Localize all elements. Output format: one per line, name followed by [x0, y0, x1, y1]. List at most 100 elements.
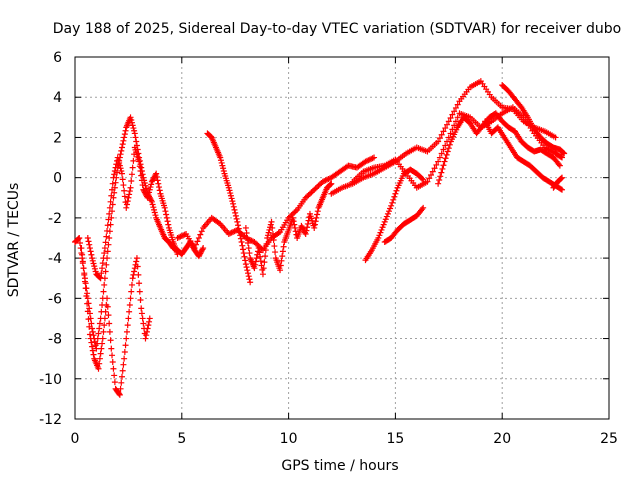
- data-point: [106, 204, 113, 211]
- data-point: [379, 224, 386, 231]
- data-point: [120, 361, 127, 368]
- chart-title: Day 188 of 2025, Sidereal Day-to-day VTE…: [53, 21, 621, 37]
- y-tick-label: 6: [53, 50, 62, 66]
- data-point: [148, 198, 155, 205]
- x-tick-label: 5: [177, 431, 186, 447]
- data-point: [136, 288, 143, 295]
- data-point: [313, 214, 320, 221]
- data-point: [88, 251, 95, 258]
- data-point: [144, 194, 151, 201]
- data-point: [131, 127, 138, 134]
- data-point: [106, 210, 113, 217]
- data-point: [428, 171, 434, 178]
- data-point: [86, 331, 93, 338]
- data-point: [92, 268, 99, 275]
- data-point: [267, 221, 274, 228]
- data-point: [148, 197, 155, 204]
- data-point: [559, 154, 566, 161]
- data-point: [118, 170, 125, 177]
- data-point: [123, 204, 130, 211]
- data-point: [126, 188, 133, 195]
- data-point: [82, 285, 89, 292]
- x-tick-label: 0: [71, 431, 80, 447]
- data-point: [145, 322, 152, 329]
- data-point: [119, 367, 126, 374]
- data-point: [242, 261, 249, 268]
- x-tick-label: 20: [493, 431, 511, 447]
- data-point: [124, 322, 131, 329]
- y-tick-label: 2: [53, 130, 62, 146]
- data-point: [436, 154, 443, 161]
- data-point: [442, 125, 449, 132]
- data-point: [449, 111, 456, 118]
- data-point: [137, 167, 144, 174]
- data-point: [442, 142, 449, 149]
- data-point: [191, 245, 198, 252]
- data-point: [88, 339, 95, 346]
- data-point: [118, 147, 125, 154]
- data-point: [376, 232, 383, 239]
- data-point: [265, 229, 272, 236]
- data-point: [121, 348, 128, 355]
- data-point: [96, 325, 103, 332]
- data-point: [100, 255, 107, 262]
- data-point: [129, 122, 136, 129]
- data-point: [101, 281, 108, 288]
- data-point: [99, 335, 106, 342]
- data-point: [391, 193, 398, 200]
- data-point: [245, 245, 252, 252]
- data-point: [131, 268, 138, 275]
- data-point: [136, 158, 143, 165]
- data-point: [109, 359, 116, 366]
- data-point: [138, 177, 145, 184]
- data-point: [111, 171, 118, 178]
- data-point: [440, 128, 447, 135]
- data-point: [419, 206, 426, 213]
- data-point: [145, 192, 152, 199]
- data-point: [269, 230, 276, 237]
- data-point: [79, 258, 86, 265]
- data-point: [121, 131, 128, 138]
- data-point: [438, 131, 445, 138]
- data-point: [447, 115, 454, 122]
- data-point: [228, 195, 235, 202]
- data-point: [242, 257, 249, 264]
- data-point: [126, 308, 133, 315]
- data-point: [552, 134, 559, 141]
- data-point: [148, 181, 155, 188]
- data-point: [252, 261, 259, 268]
- data-point: [245, 270, 252, 277]
- data-point: [118, 379, 125, 386]
- data-point: [109, 180, 116, 187]
- data-point: [243, 229, 250, 236]
- data-point: [279, 253, 286, 260]
- grid: [75, 57, 609, 419]
- data-point: [292, 228, 299, 235]
- data-point: [229, 198, 236, 205]
- data-point: [91, 263, 98, 270]
- data-point: [292, 224, 299, 231]
- data-point: [243, 264, 250, 271]
- data-point: [435, 158, 442, 165]
- data-point: [230, 200, 237, 207]
- data-point: [260, 265, 267, 272]
- data-point: [104, 303, 111, 310]
- data-point: [115, 157, 122, 164]
- data-point: [113, 161, 120, 168]
- data-point: [383, 213, 390, 220]
- data-point: [198, 228, 205, 235]
- data-point: [242, 224, 249, 231]
- data-point: [138, 172, 145, 179]
- data-point: [289, 214, 296, 221]
- y-tick-label: -8: [48, 332, 62, 348]
- data-point: [107, 198, 114, 205]
- data-point: [106, 320, 113, 327]
- data-point: [109, 352, 116, 359]
- y-tick-label: 4: [53, 90, 62, 106]
- data-point: [104, 227, 111, 234]
- data-point: [156, 187, 163, 194]
- data-point: [117, 385, 124, 392]
- plot-border: [74, 56, 610, 420]
- data-point: [98, 270, 105, 277]
- data-point: [436, 135, 443, 142]
